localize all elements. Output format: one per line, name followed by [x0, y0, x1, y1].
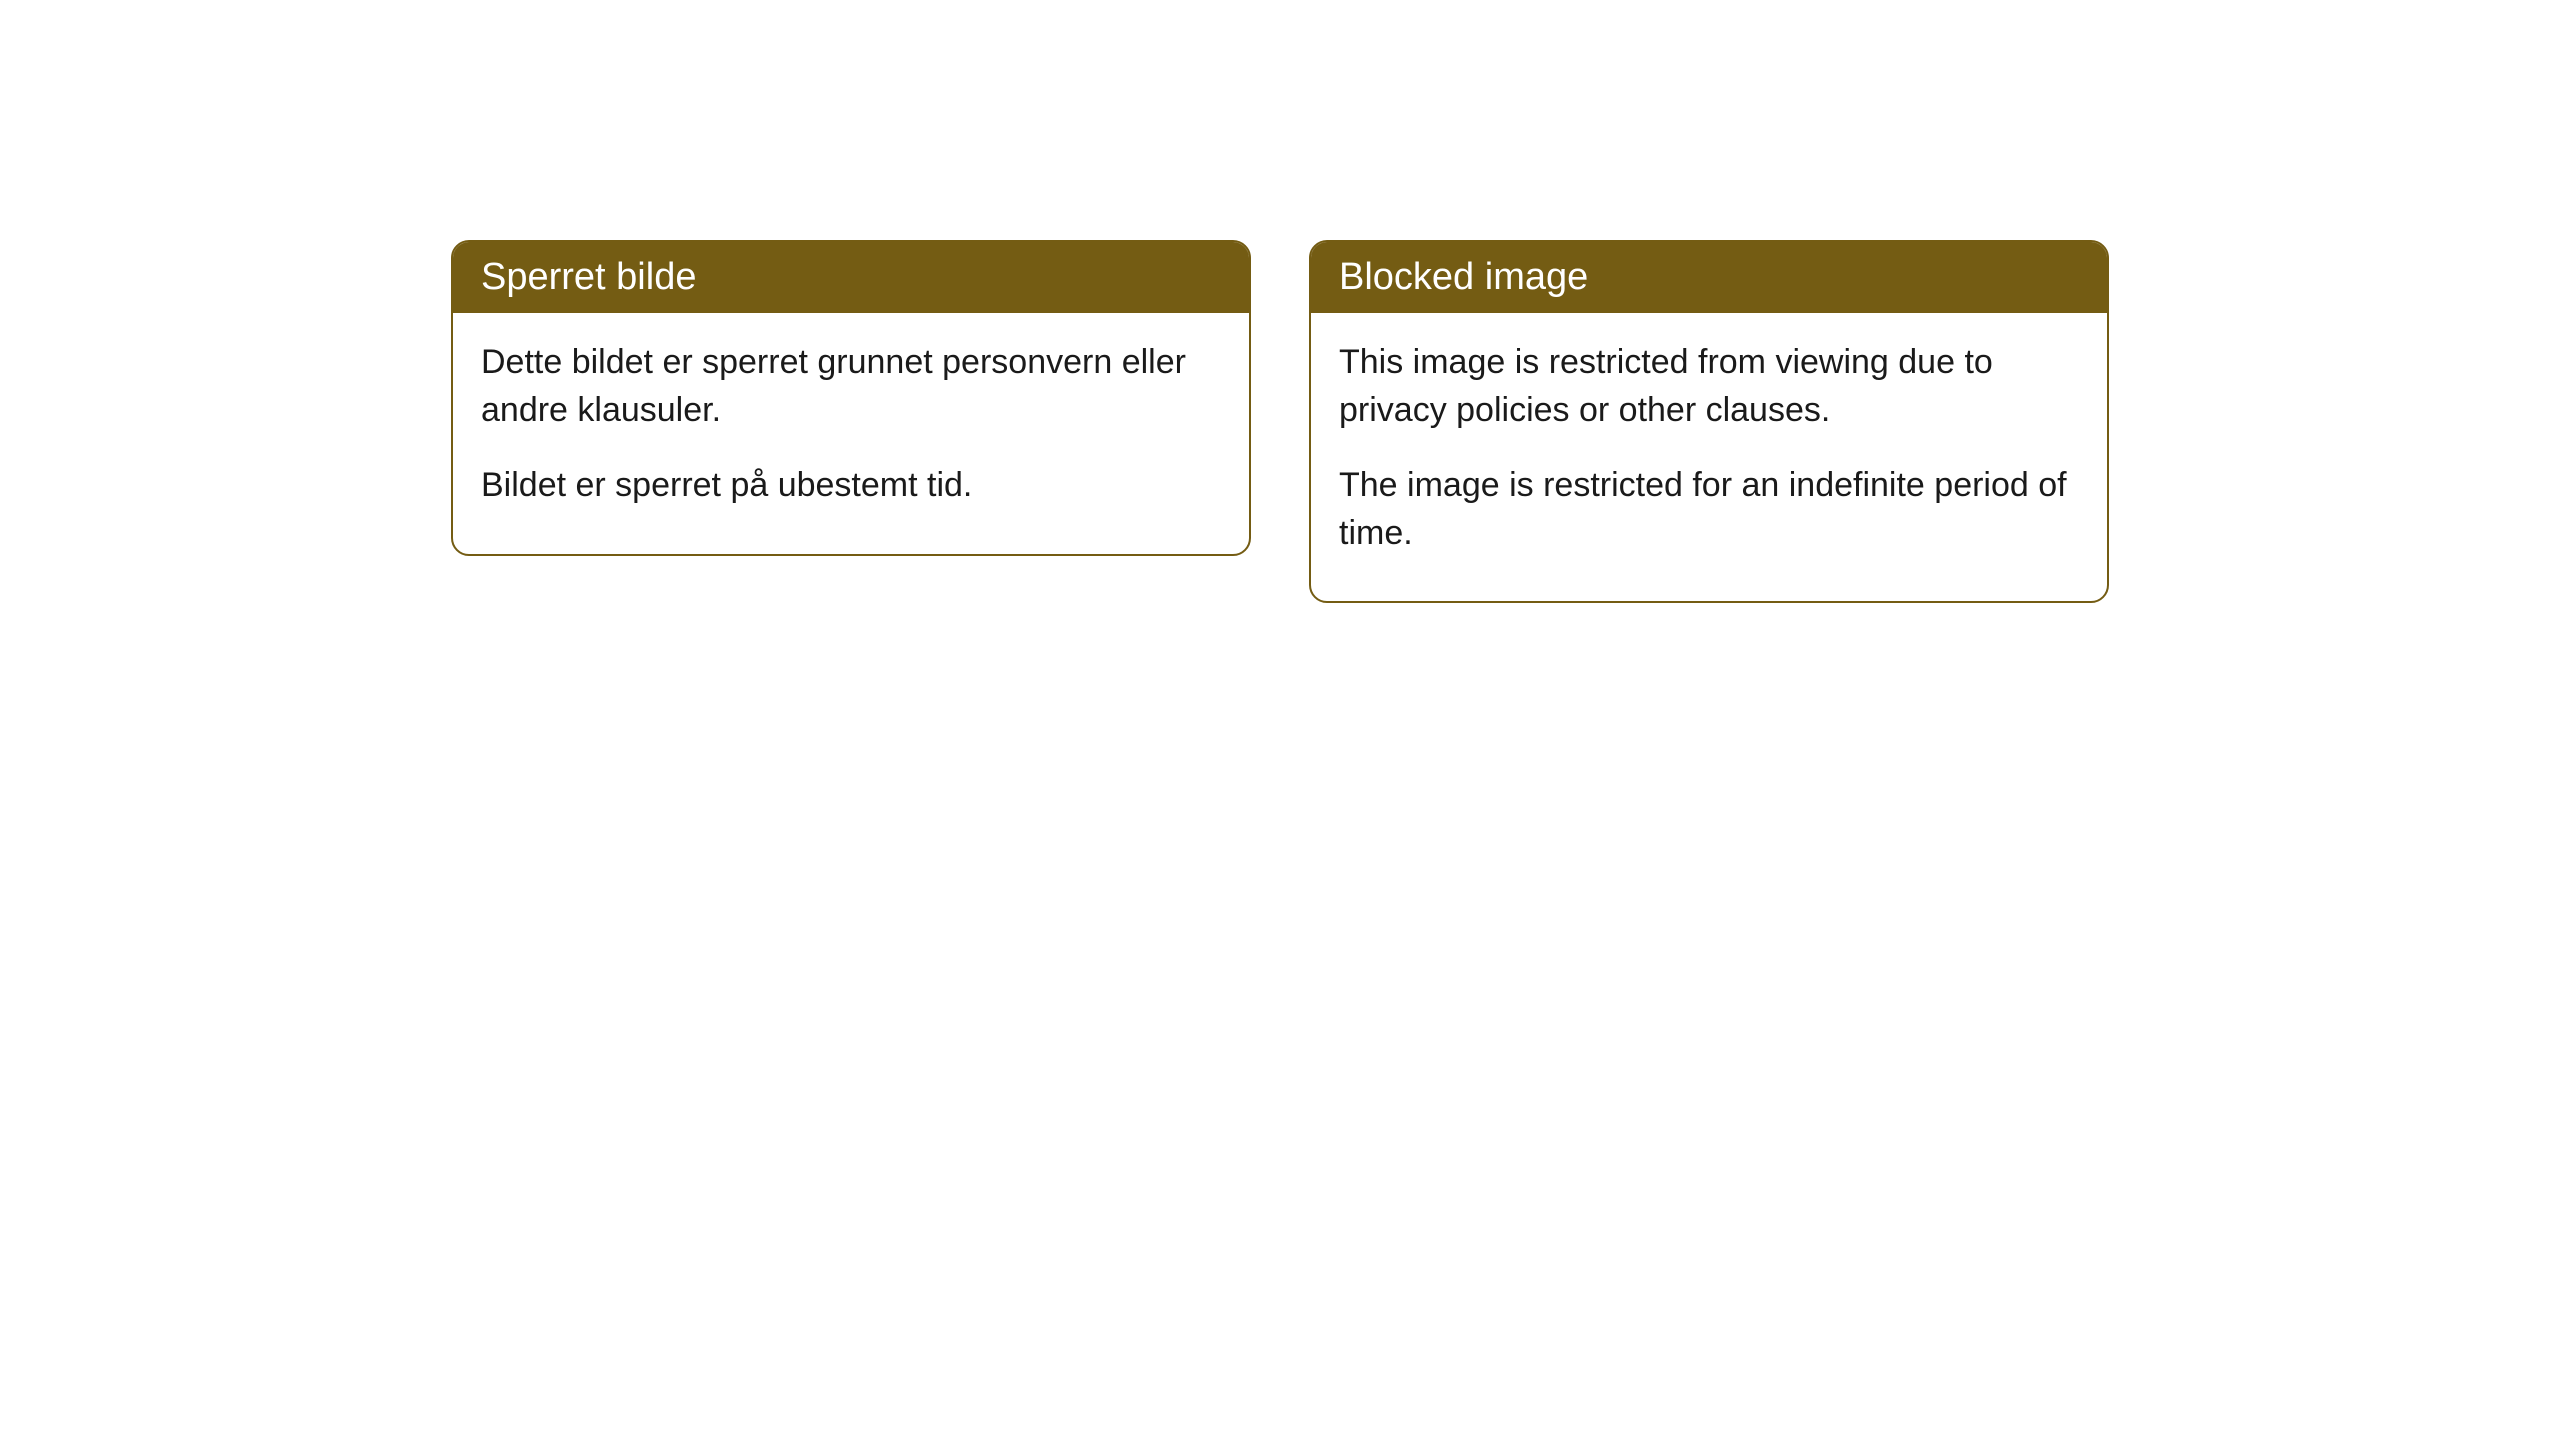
- card-header-norwegian: Sperret bilde: [453, 242, 1249, 313]
- card-body-english: This image is restricted from viewing du…: [1311, 313, 2107, 601]
- card-paragraph-2: Bildet er sperret på ubestemt tid.: [481, 462, 1221, 510]
- cards-container: Sperret bilde Dette bildet er sperret gr…: [451, 240, 2109, 1440]
- card-body-norwegian: Dette bildet er sperret grunnet personve…: [453, 313, 1249, 554]
- card-title: Blocked image: [1339, 256, 1588, 298]
- card-paragraph-1: Dette bildet er sperret grunnet personve…: [481, 339, 1221, 434]
- card-english: Blocked image This image is restricted f…: [1309, 240, 2109, 603]
- card-header-english: Blocked image: [1311, 242, 2107, 313]
- card-norwegian: Sperret bilde Dette bildet er sperret gr…: [451, 240, 1251, 556]
- card-title: Sperret bilde: [481, 256, 696, 298]
- card-paragraph-2: The image is restricted for an indefinit…: [1339, 462, 2079, 557]
- card-paragraph-1: This image is restricted from viewing du…: [1339, 339, 2079, 434]
